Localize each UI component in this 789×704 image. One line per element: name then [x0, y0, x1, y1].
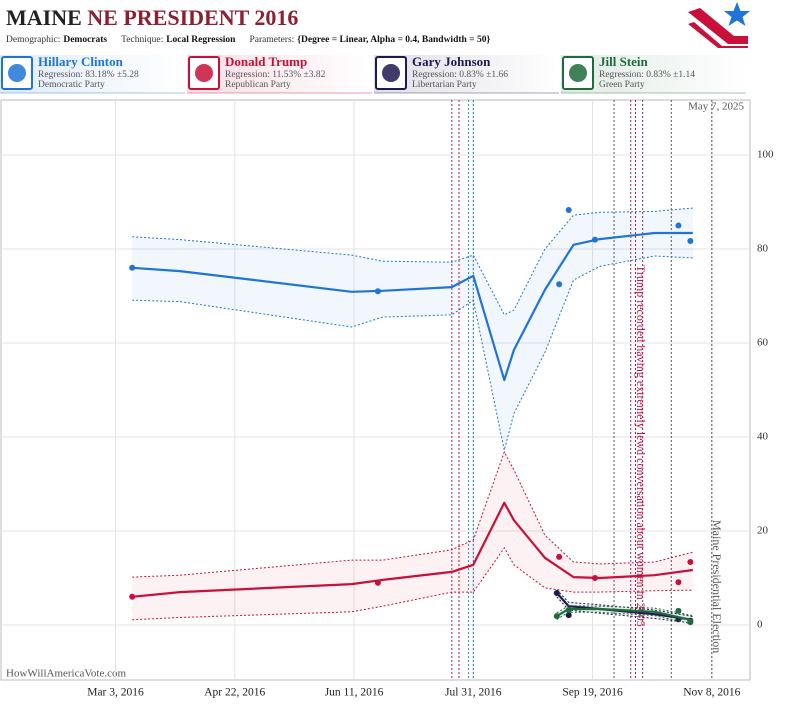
lower-bound	[132, 255, 693, 451]
upper-bound	[132, 207, 693, 316]
legend-icon-symbol	[8, 64, 26, 82]
poll-point	[553, 590, 560, 597]
poll-point	[565, 606, 572, 613]
y-tick-label: 0	[757, 619, 763, 631]
upper-bound	[132, 450, 693, 578]
poll-point	[565, 612, 572, 619]
annotation: Maine Presidential Election	[710, 520, 724, 653]
poll-point	[129, 264, 136, 271]
poll-point	[687, 238, 694, 245]
confidence-band	[132, 452, 693, 620]
confidence-band	[132, 208, 693, 451]
logo	[688, 2, 750, 48]
legend-regression: Regression: 83.18% ±5.28	[38, 70, 139, 80]
poll-point	[553, 613, 560, 620]
legend-party: Libertarian Party	[412, 80, 477, 90]
param-value: Democrats	[63, 35, 107, 45]
annotation: Trump recorded having extremely lewd con…	[634, 265, 648, 627]
legend-name: Donald Trump	[225, 54, 307, 69]
x-tick-label: Sep 19, 2016	[562, 687, 623, 699]
poll-point	[675, 607, 682, 614]
logo-stripe	[688, 8, 748, 44]
x-tick-label: Nov 8, 2016	[683, 687, 740, 699]
logo-stripe	[688, 22, 748, 48]
param-label: Parameters:	[249, 35, 294, 45]
param-label: Technique:	[121, 35, 163, 45]
y-tick-label: 60	[757, 337, 769, 349]
legend-party: Democratic Party	[38, 80, 105, 90]
y-tick-label: 80	[757, 243, 769, 255]
poll-point	[675, 222, 682, 229]
trend-line	[132, 231, 693, 382]
x-tick-label: Mar 3, 2016	[87, 687, 144, 699]
confidence-band	[556, 605, 693, 625]
poll-point	[591, 236, 598, 243]
param-label: Demographic:	[6, 35, 60, 45]
legend-regression: Regression: 11.53% ±3.82	[225, 70, 326, 80]
poll-point	[374, 288, 381, 295]
subtitle: Demographic: Democrats Technique: Local Reg…	[6, 35, 490, 45]
legend-name: Gary Johnson	[412, 54, 491, 69]
legend-regression: Regression: 0.83% ±1.14	[599, 70, 695, 80]
poll-point	[556, 553, 563, 560]
poll-point	[687, 619, 694, 626]
title-state: MAINE	[6, 5, 82, 30]
poll-point	[675, 579, 682, 586]
param-value: {Degree = Linear, Alpha = 0.4, Bandwidth…	[297, 35, 490, 45]
upper-bound	[556, 589, 693, 617]
date-stamp: May 7, 2025	[688, 101, 744, 113]
logo-star	[724, 2, 750, 26]
title-race: NE PRESIDENT 2016	[87, 5, 298, 30]
legend-name: Hillary Clinton	[38, 54, 124, 69]
param-value: Local Regression	[166, 35, 236, 45]
poll-point	[374, 579, 381, 586]
y-tick-label: 100	[757, 149, 774, 161]
y-tick-label: 20	[757, 525, 769, 537]
legend-party: Republican Party	[225, 80, 291, 90]
poll-point	[129, 593, 136, 600]
legend-icon-symbol	[382, 64, 400, 82]
site-credit: HowWillAmericaVote.com	[6, 668, 126, 680]
plot-frame	[0, 99, 751, 681]
trend-line	[132, 501, 693, 598]
x-tick-label: Jul 31, 2016	[445, 687, 502, 699]
legend-name: Jill Stein	[599, 54, 649, 69]
lower-bound	[556, 611, 693, 625]
legend-icon-symbol	[569, 64, 587, 82]
lower-bound	[132, 546, 693, 621]
x-tick-label: Apr 22, 2016	[204, 687, 265, 699]
poll-point	[591, 575, 598, 582]
poll-point	[556, 281, 563, 288]
y-tick-label: 40	[757, 431, 769, 443]
x-tick-label: Jun 11, 2016	[325, 687, 384, 699]
legend-regression: Regression: 0.83% ±1.66	[412, 70, 508, 80]
poll-point	[565, 206, 572, 213]
trend-line	[556, 607, 694, 622]
legend-icon-symbol	[195, 64, 213, 82]
chart-title: MAINE NE PRESIDENT 2016	[6, 5, 298, 30]
lower-bound	[556, 596, 693, 624]
poll-point	[687, 559, 694, 566]
legend-party: Green Party	[599, 80, 645, 90]
upper-bound	[556, 605, 693, 617]
